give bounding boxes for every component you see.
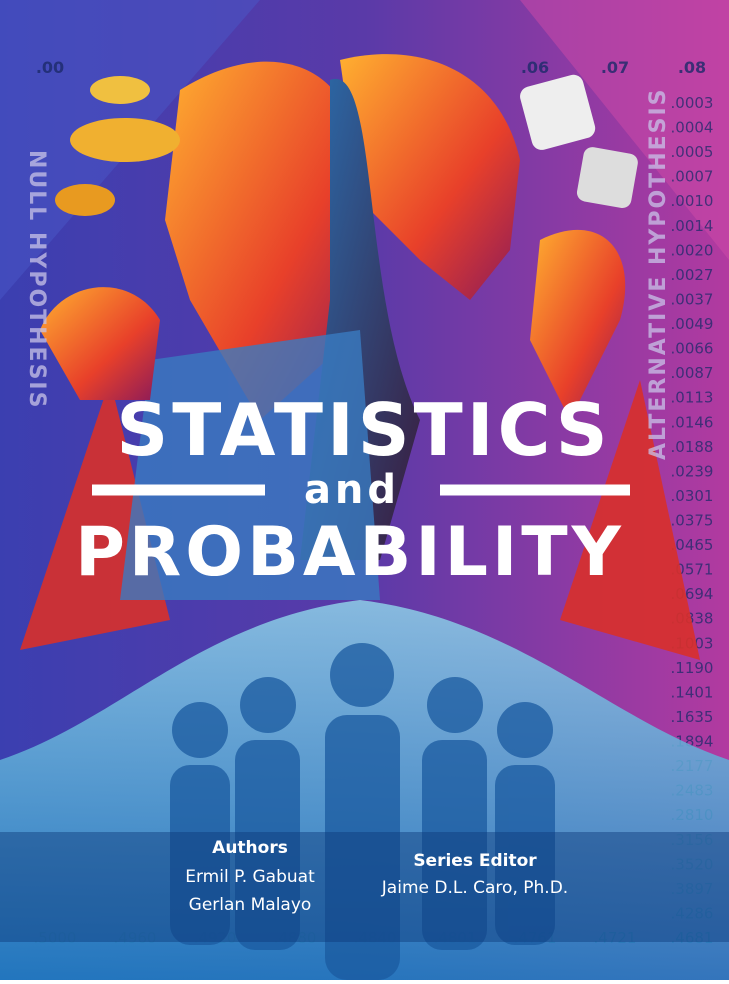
- table-cell: .0037: [671, 290, 714, 308]
- side-text: NULL HYPOTHESIS: [24, 150, 49, 409]
- table-cell: .0005: [671, 143, 714, 161]
- table-cell: .0003: [671, 94, 714, 112]
- table-header: .08: [678, 58, 706, 77]
- drape: [560, 380, 700, 660]
- male-face: [165, 61, 360, 421]
- table-cell: .0113: [671, 389, 714, 407]
- table-cell: .0465: [671, 536, 714, 554]
- table-header: .06: [521, 58, 549, 77]
- table-cell: .1401: [671, 683, 714, 701]
- female-face: [340, 54, 520, 300]
- editor-heading: Series Editor: [413, 851, 537, 871]
- table-cell: .0027: [671, 266, 714, 284]
- table-cell: .1635: [671, 708, 714, 726]
- table-cell: .0020: [671, 241, 714, 259]
- die: [576, 147, 638, 209]
- table-cell: .0301: [671, 487, 714, 505]
- table-cell: .0049: [671, 315, 714, 333]
- table-cell: .0010: [671, 192, 714, 210]
- side-text: ALTERNATIVE HYPOTHESIS: [646, 87, 671, 460]
- credits-band: [0, 832, 729, 942]
- table-header: .07: [601, 58, 629, 77]
- editor: Jaime D.L. Caro, Ph.D.: [381, 878, 568, 898]
- shoulders: [120, 330, 380, 600]
- table-cell: .0375: [671, 512, 714, 530]
- coin: [55, 184, 115, 216]
- author: Gerlan Malayo: [189, 895, 312, 915]
- table-cell: .0004: [671, 119, 714, 137]
- author: Ermil P. Gabuat: [185, 867, 315, 887]
- title-conjunction: and: [304, 467, 400, 513]
- hand: [40, 287, 160, 400]
- table-cell: .0066: [671, 340, 714, 358]
- facet: [520, 0, 729, 260]
- coin: [70, 118, 180, 162]
- hand: [530, 229, 626, 420]
- table-cell: .0087: [671, 364, 714, 382]
- table-cell: .0239: [671, 462, 714, 480]
- title: STATISTICS: [116, 388, 611, 472]
- table-cell: .0188: [671, 438, 714, 456]
- title: PROBABILITY: [75, 513, 625, 592]
- table-cell: .0014: [671, 217, 714, 235]
- table-cell: .1190: [671, 659, 714, 677]
- authors-heading: Authors: [212, 838, 288, 858]
- table-cell: .0146: [671, 413, 714, 431]
- people: [170, 643, 555, 980]
- table-header: .00: [36, 58, 64, 77]
- table-cell: .0007: [671, 168, 714, 186]
- coin: [90, 76, 150, 104]
- die: [520, 74, 596, 150]
